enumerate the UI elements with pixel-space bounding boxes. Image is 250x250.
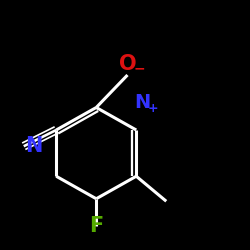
Text: F: F <box>89 216 104 236</box>
Text: −: − <box>133 61 145 75</box>
Text: N: N <box>25 136 42 156</box>
Text: N: N <box>134 93 150 112</box>
Text: O: O <box>119 54 136 74</box>
Text: +: + <box>148 102 158 114</box>
